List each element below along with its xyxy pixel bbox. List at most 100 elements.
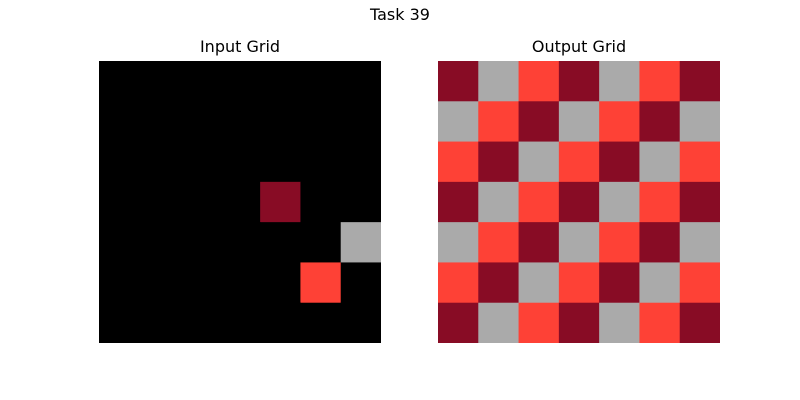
grid-cell	[599, 262, 640, 304]
grid-cell	[679, 101, 720, 143]
grid-cell	[478, 181, 520, 223]
grid-cell	[139, 222, 181, 263]
grid-cell	[139, 101, 181, 143]
grid-cell	[219, 181, 261, 223]
grid-cell	[99, 302, 140, 343]
grid-cell	[260, 302, 301, 343]
grid-cell	[99, 262, 140, 304]
grid-cell	[558, 61, 600, 102]
grid-cell	[518, 302, 560, 343]
grid-cell	[639, 222, 681, 263]
grid-cell	[340, 262, 381, 304]
grid-cell	[300, 302, 342, 343]
grid-cell	[679, 222, 720, 263]
grid-cell	[139, 262, 181, 304]
grid-cell	[639, 262, 681, 304]
grid-cell	[438, 181, 479, 223]
grid-cell	[260, 262, 301, 304]
grid-cell	[518, 141, 560, 183]
grid-cell	[438, 141, 479, 183]
grid-cell	[679, 181, 720, 223]
grid-cell	[219, 262, 261, 304]
grid-cell	[518, 222, 560, 263]
grid-cell	[300, 61, 342, 102]
grid-cell	[340, 302, 381, 343]
grid-cell	[260, 181, 301, 223]
grid-cell	[599, 101, 640, 143]
grid-cell	[179, 101, 221, 143]
grid-cell	[679, 61, 720, 102]
grid-cell	[179, 302, 221, 343]
grid-cell	[679, 262, 720, 304]
grid-cell	[599, 61, 640, 102]
grid-cell	[518, 61, 560, 102]
grid-cell	[179, 262, 221, 304]
grid-cell	[219, 141, 261, 183]
grid-cell	[219, 222, 261, 263]
grid-cell	[478, 222, 520, 263]
grid-cell	[558, 141, 600, 183]
grid-cell	[139, 181, 181, 223]
grid-cell	[679, 141, 720, 183]
grid-cell	[300, 101, 342, 143]
grid-cell	[99, 61, 140, 102]
grid-cell	[599, 222, 640, 263]
grid-cell	[139, 141, 181, 183]
grid-cell	[99, 222, 140, 263]
grid-cell	[219, 101, 261, 143]
grid-cell	[300, 141, 342, 183]
input-grid	[99, 61, 381, 343]
grid-cell	[478, 141, 520, 183]
grid-cell	[139, 61, 181, 102]
grid-cell	[340, 141, 381, 183]
output-grid	[438, 61, 720, 343]
grid-cell	[179, 181, 221, 223]
grid-cell	[219, 302, 261, 343]
grid-cell	[179, 222, 221, 263]
grid-cell	[478, 101, 520, 143]
grid-cell	[438, 302, 479, 343]
grid-cell	[260, 101, 301, 143]
grid-cell	[438, 101, 479, 143]
grid-cell	[558, 181, 600, 223]
grid-cell	[599, 302, 640, 343]
grid-cell	[599, 181, 640, 223]
grid-cell	[260, 61, 301, 102]
grid-cell	[639, 141, 681, 183]
grid-cell	[300, 181, 342, 223]
grid-cell	[99, 101, 140, 143]
grid-cell	[599, 141, 640, 183]
grid-cell	[340, 181, 381, 223]
grid-cell	[639, 302, 681, 343]
grid-cell	[260, 222, 301, 263]
grid-cell	[179, 141, 221, 183]
grid-cell	[99, 141, 140, 183]
grid-cell	[558, 101, 600, 143]
grid-cell	[179, 61, 221, 102]
grid-cell	[478, 61, 520, 102]
figure-title: Task 39	[370, 5, 430, 24]
grid-cell	[558, 302, 600, 343]
grid-cell	[99, 181, 140, 223]
grid-cell	[558, 222, 600, 263]
grid-cell	[300, 222, 342, 263]
input-grid-title: Input Grid	[199, 37, 281, 56]
grid-cell	[478, 262, 520, 304]
grid-cell	[300, 262, 342, 304]
grid-cell	[438, 61, 479, 102]
grid-cell	[639, 61, 681, 102]
grid-cell	[139, 302, 181, 343]
grid-cell	[260, 141, 301, 183]
grid-cell	[518, 101, 560, 143]
grid-cell	[438, 262, 479, 304]
grid-cell	[558, 262, 600, 304]
grid-cell	[340, 101, 381, 143]
grid-cell	[478, 302, 520, 343]
grid-cell	[639, 181, 681, 223]
grid-cell	[340, 61, 381, 102]
grid-cell	[219, 61, 261, 102]
grid-cell	[340, 222, 381, 263]
grid-cell	[518, 262, 560, 304]
grid-cell	[518, 181, 560, 223]
grid-cell	[679, 302, 720, 343]
